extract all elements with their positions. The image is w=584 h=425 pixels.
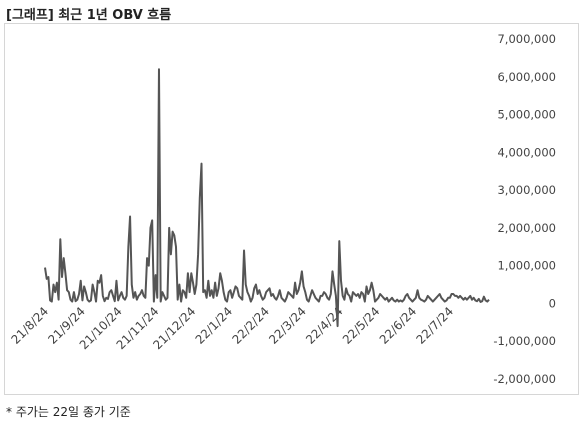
y-tick-label: 6,000,000 xyxy=(497,70,556,84)
x-tick-label: 21/8/24 xyxy=(9,304,52,347)
y-tick-label: 2,000,000 xyxy=(497,221,556,235)
footnote: * 주가는 22일 종가 기준 xyxy=(6,405,131,419)
x-tick-label: 22/2/24 xyxy=(229,304,272,347)
chart-frame xyxy=(4,23,579,395)
y-tick-label: 7,000,000 xyxy=(497,32,556,46)
x-tick-label: 22/3/24 xyxy=(266,304,309,347)
chart-title: [그래프] 최근 1년 OBV 흐름 xyxy=(6,8,172,23)
y-tick-label: 3,000,000 xyxy=(497,183,556,197)
x-axis: 21/8/2421/9/2421/10/2421/11/2421/12/2422… xyxy=(9,304,457,352)
x-tick-label: 22/1/24 xyxy=(193,304,236,347)
y-axis: 7,000,000 6,000,000 5,000,000 4,000,000 3,00… xyxy=(493,32,556,386)
x-tick-label: 22/5/24 xyxy=(340,304,383,347)
y-tick-label: 1,000,000 xyxy=(497,259,556,273)
y-tick-label: -1,000,000 xyxy=(493,334,556,348)
x-tick-label: 22/6/24 xyxy=(377,304,420,347)
x-tick-label: 22/4/24 xyxy=(303,304,346,347)
y-tick-label: -2,000,000 xyxy=(493,372,556,386)
y-tick-label: 5,000,000 xyxy=(497,108,556,122)
obv-series-line xyxy=(44,68,490,328)
x-tick-label: 22/7/24 xyxy=(414,304,457,347)
y-tick-label: 0 xyxy=(549,296,556,310)
y-tick-label: 4,000,000 xyxy=(497,145,556,159)
